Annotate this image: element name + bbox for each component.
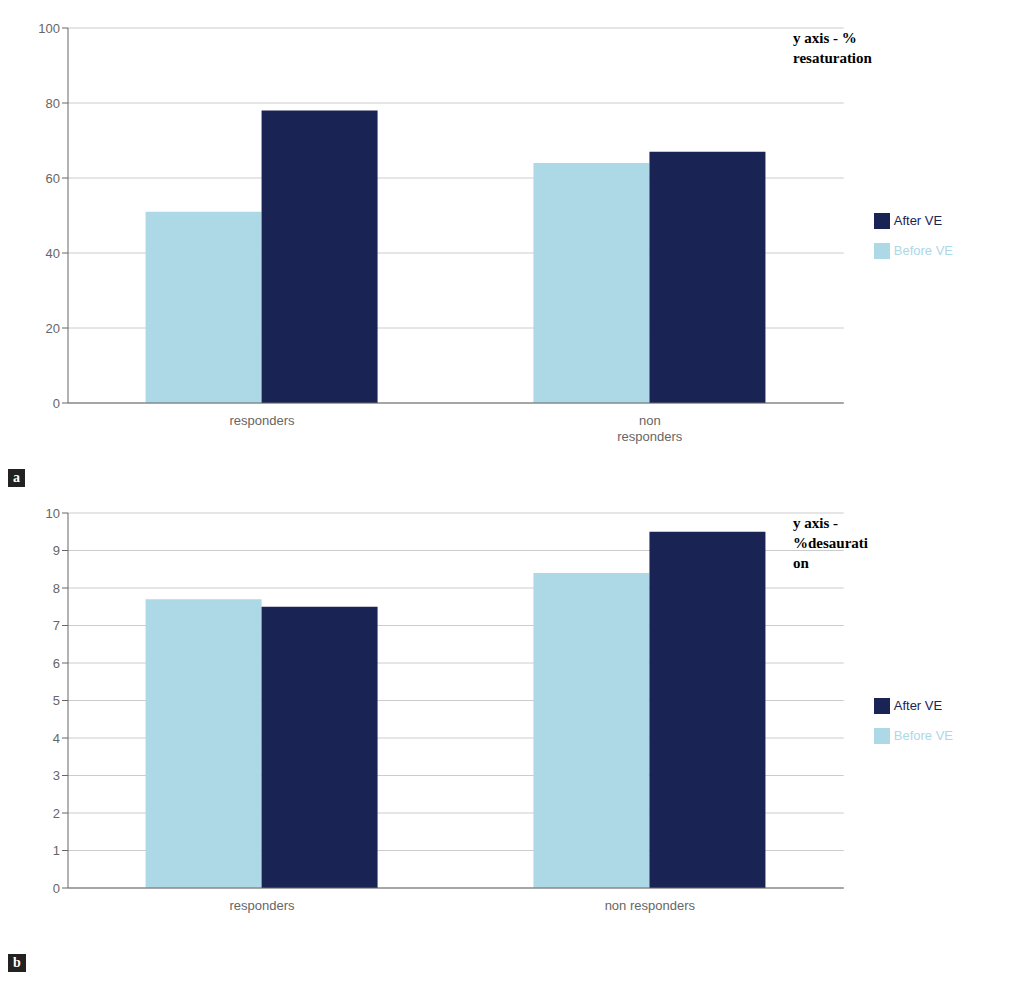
svg-text:2: 2 — [53, 806, 60, 821]
svg-text:1: 1 — [53, 843, 60, 858]
svg-text:9: 9 — [53, 543, 60, 558]
html-text:After VE: After VE — [893, 212, 943, 228]
html-text:y axis - %desaurati on: y axis - %desaurati on — [793, 515, 868, 571]
html-text:b: b — [13, 955, 21, 970]
svg-text:40: 40 — [46, 246, 60, 261]
svg-text:4: 4 — [53, 731, 60, 746]
html-text:y axis - % resaturation: y axis - % resaturation — [793, 30, 872, 66]
svg-text:80: 80 — [46, 96, 60, 111]
svg-text:8: 8 — [53, 581, 60, 596]
svg-text:non responders: non responders — [605, 898, 696, 913]
svg-text:20: 20 — [46, 321, 60, 336]
svg-text:3: 3 — [53, 768, 60, 783]
html-text:After VE: After VE — [893, 697, 943, 713]
html-text:Before VE: Before VE — [893, 242, 953, 258]
svg-text:100: 100 — [38, 21, 60, 36]
svg-text:60: 60 — [46, 171, 60, 186]
svg-text:6: 6 — [53, 656, 60, 671]
html-text:Before VE: Before VE — [893, 727, 953, 743]
svg-text:nonresponders: nonresponders — [617, 413, 683, 444]
svg-text:responders: responders — [229, 898, 295, 913]
svg-text:0: 0 — [53, 881, 60, 896]
svg-text:5: 5 — [53, 693, 60, 708]
svg-text:0: 0 — [53, 396, 60, 411]
svg-text:10: 10 — [46, 506, 60, 521]
svg-text:7: 7 — [53, 618, 60, 633]
html-text:a: a — [13, 470, 20, 485]
svg-text:responders: responders — [229, 413, 295, 428]
